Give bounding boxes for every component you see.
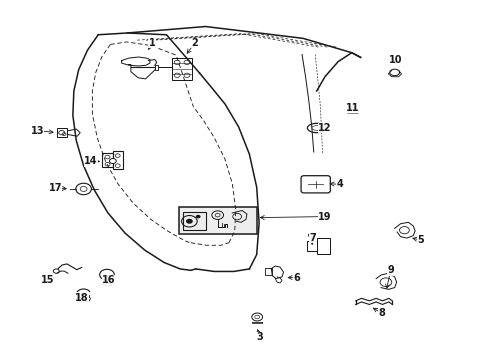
Circle shape [308,233,313,237]
Bar [57,128,67,137]
Text: 13: 13 [30,126,44,135]
Circle shape [195,215,200,219]
Text: 5: 5 [417,235,424,245]
Text: 6: 6 [293,273,300,283]
Bar [265,268,272,275]
Bar [316,238,330,254]
Bar [178,207,256,234]
Bar [306,241,316,251]
Text: 12: 12 [318,123,331,133]
Text: 10: 10 [388,55,402,65]
Text: 17: 17 [48,183,62,193]
Text: 18: 18 [75,293,88,303]
Text: 2: 2 [191,38,198,48]
Text: 4: 4 [336,179,342,189]
Bar [102,153,113,167]
Bar [172,58,191,80]
Text: 19: 19 [318,212,331,221]
Text: 8: 8 [378,309,385,318]
Text: 7: 7 [309,233,316,243]
Text: 9: 9 [386,265,393,275]
Circle shape [109,158,116,163]
Text: 11: 11 [346,103,359,113]
Bar [113,151,122,169]
Text: 3: 3 [256,332,263,342]
Bar [182,212,205,230]
Text: 15: 15 [41,275,54,285]
Text: 1: 1 [148,38,155,48]
Text: 14: 14 [84,156,98,166]
Text: 16: 16 [102,275,116,285]
Circle shape [185,219,192,224]
